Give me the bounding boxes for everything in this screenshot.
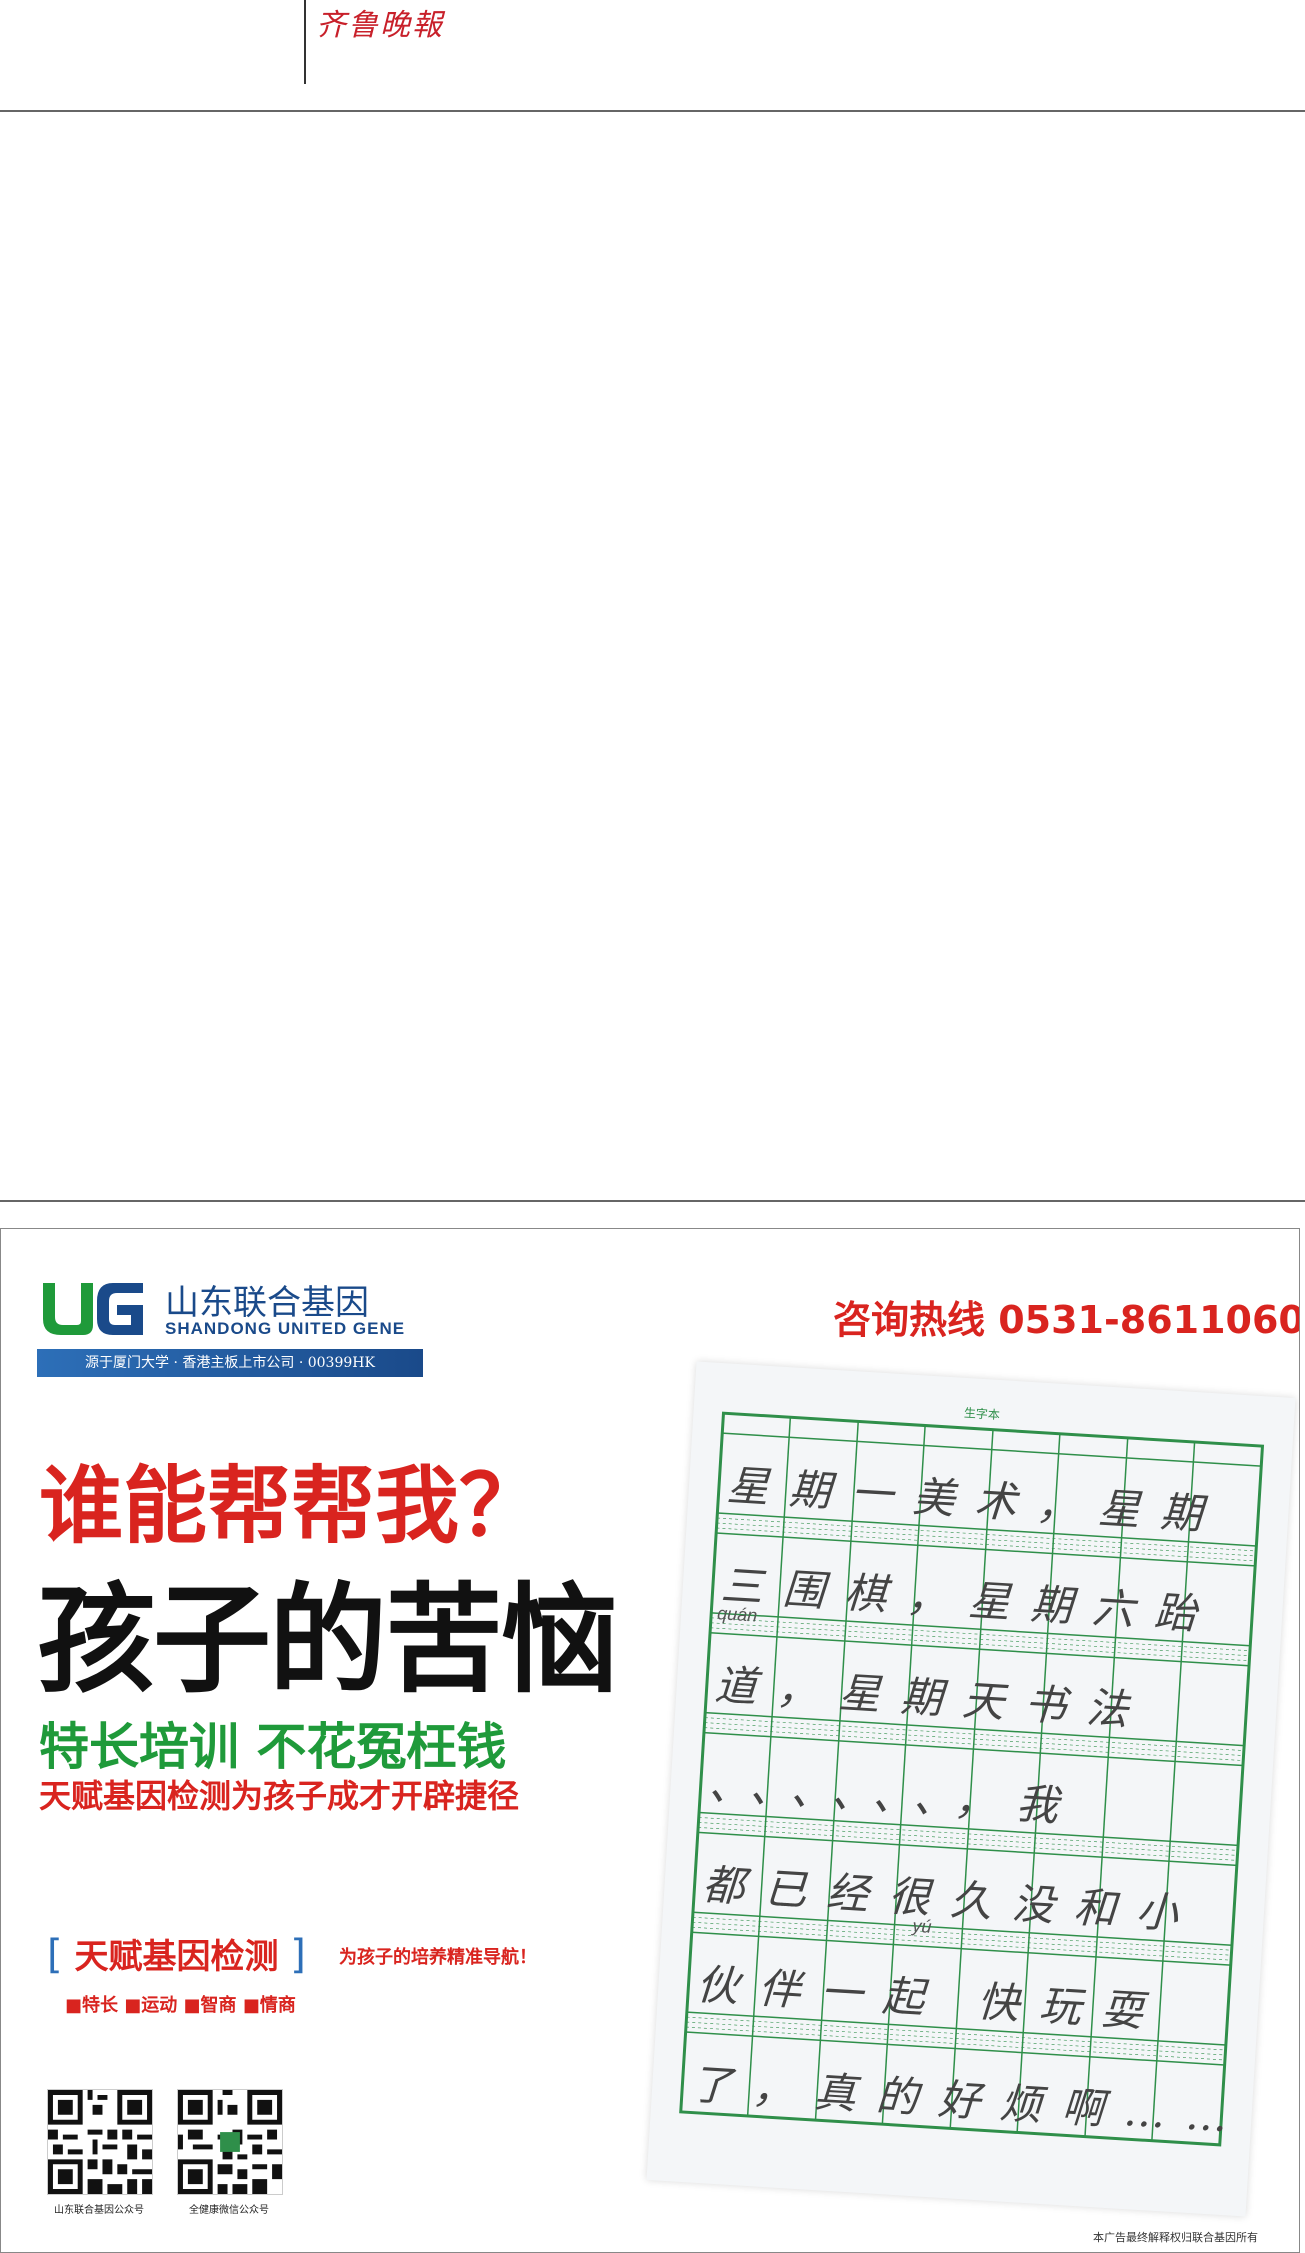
gene-test-label: 天赋基因检测: [74, 1937, 279, 1977]
masthead-logo: 齐鲁晚報: [316, 8, 444, 43]
gene-test-title: [ 天赋基因检测 ]: [47, 1929, 306, 1978]
notebook-page: 生字本 星期一美术，星期 三围棋，星期六跆 道，星期天书法 、、、、、、，我 都…: [646, 1361, 1296, 2217]
advertisement: 山东联合基因 SHANDONG UNITED GENE 源于厦门大学 · 香港主…: [0, 1228, 1300, 2253]
qr-caption: 山东联合基因公众号: [54, 2205, 144, 2216]
headline-main: 孩子的苦恼: [37, 1570, 619, 1709]
notebook-grid: [679, 1411, 1265, 2147]
section-rule: [0, 1200, 1305, 1202]
pinyin-annotation: yú: [911, 1915, 933, 1937]
qr-caption: 全健康微信公众号: [189, 2205, 269, 2216]
slogan-green: 特长培训 不花冤枉钱: [39, 1718, 507, 1776]
bracket-close: ]: [290, 1932, 306, 1978]
hotline[interactable]: 咨询热线 0531-86110606: [833, 1298, 1300, 1342]
qr-code-icon[interactable]: [177, 2089, 283, 2195]
brand-tagline: 源于厦门大学 · 香港主板上市公司 · 00399HK: [37, 1349, 423, 1377]
gene-test-items: ■特长 ■运动 ■智商 ■情商: [65, 1995, 296, 2016]
headline-question: 谁能帮帮我？: [39, 1456, 544, 1555]
masthead-divider: [304, 0, 306, 84]
notebook-title: 生字本: [963, 1405, 1001, 1423]
slogan-red: 天赋基因检测为孩子成才开辟捷径: [39, 1777, 520, 1815]
brand-name-en: SHANDONG UNITED GENE: [165, 1319, 406, 1338]
brand-name-cn: 山东联合基因: [165, 1283, 369, 1323]
bracket-open: [: [47, 1932, 63, 1978]
gene-test-subtitle: 为孩子的培养精准导航！: [339, 1947, 537, 1968]
header-rule: [0, 110, 1305, 112]
ug-logo-icon: [43, 1283, 143, 1335]
pinyin-annotation: quán: [716, 1603, 758, 1626]
disclaimer: 本广告最终解释权归联合基因所有: [1093, 2231, 1258, 2244]
qr-code-icon[interactable]: [47, 2089, 153, 2195]
